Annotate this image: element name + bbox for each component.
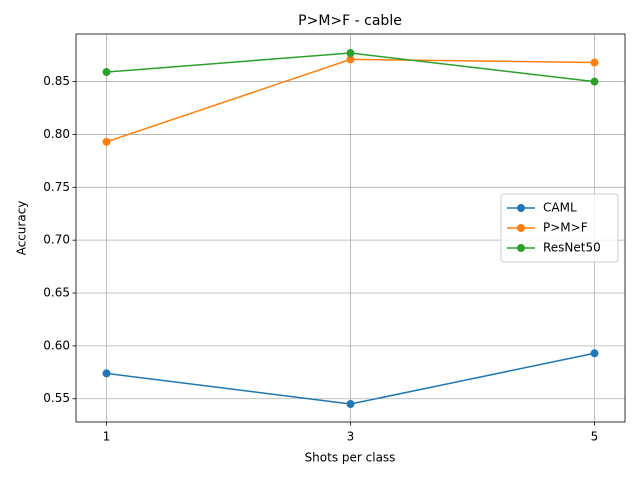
legend-label: P>M>F <box>543 221 588 235</box>
data-point <box>102 369 111 378</box>
data-point <box>590 58 599 67</box>
y-axis-label: Accuracy <box>15 201 29 256</box>
y-tick-label: 0.85 <box>43 74 70 88</box>
legend-box <box>500 193 619 263</box>
data-point <box>590 77 599 86</box>
y-tick-label: 0.70 <box>43 233 70 247</box>
data-point <box>346 400 355 409</box>
y-tick-label: 0.55 <box>43 391 70 405</box>
legend-label: CAML <box>543 201 577 215</box>
legend-marker <box>517 204 525 212</box>
data-point <box>102 137 111 146</box>
legend-marker <box>517 224 525 232</box>
y-tick-label: 0.60 <box>43 338 70 352</box>
y-tick-label: 0.80 <box>43 127 70 141</box>
plot-frame <box>75 33 626 423</box>
data-point <box>102 68 111 77</box>
data-point <box>346 49 355 58</box>
data-point <box>590 349 599 358</box>
legend-label: ResNet50 <box>543 241 601 255</box>
legend-marker <box>517 244 525 252</box>
x-tick-label: 3 <box>347 430 355 444</box>
y-tick-label: 0.65 <box>43 286 70 300</box>
x-tick-label: 5 <box>591 430 599 444</box>
y-tick-label: 0.75 <box>43 180 70 194</box>
x-tick-label: 1 <box>103 430 111 444</box>
x-axis-label: Shots per class <box>305 451 396 465</box>
data-point <box>346 55 355 64</box>
chart-title: P>M>F - cable <box>298 13 402 29</box>
